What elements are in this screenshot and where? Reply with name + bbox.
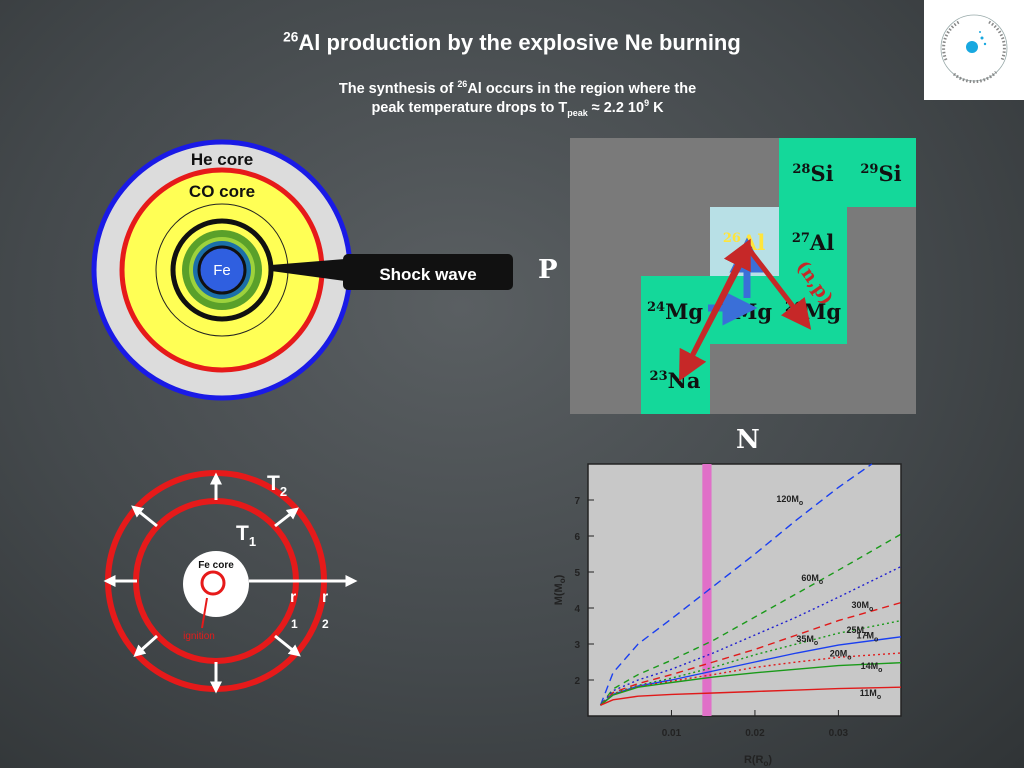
page-title: 26Al production by the explosive Ne burn… <box>0 30 1024 56</box>
cell-si28 <box>779 138 847 207</box>
series-label-14m: 14Mo <box>861 661 883 674</box>
shock-pointer <box>271 259 345 281</box>
y-tick-label: 5 <box>574 568 580 579</box>
mass-radius-chart: 0.01 0.02 0.03 2 3 4 5 6 7 120Mo 60Mo 30Mo 25Mo 35Mo… <box>553 463 902 768</box>
x-tick-label: 0.02 <box>745 728 765 739</box>
series-line-14m <box>600 662 902 706</box>
title-text: Al production by the explosive Ne burnin… <box>298 30 741 55</box>
cell-al27 <box>779 207 847 276</box>
axis-n-label: N <box>736 425 760 455</box>
series-label-20m: 20Mo <box>830 649 852 662</box>
subtitle-line2-middle: ≈ 2.2 10 <box>587 100 645 116</box>
fe-core-label: Fe core <box>198 560 234 571</box>
x-tick-label: 0.01 <box>662 728 682 739</box>
series-label-25m: 25Mo <box>846 625 868 638</box>
r1-sub-label: 1 <box>291 617 298 631</box>
t2-label: T2 <box>267 472 287 499</box>
series-label-35m: 35Mo <box>796 634 818 647</box>
series-lines <box>599 463 902 706</box>
series-line-30m <box>599 565 902 706</box>
ignition-ring <box>200 570 226 596</box>
subtitle-mass-number: 26 <box>457 79 468 90</box>
fe-label: Fe <box>213 262 231 279</box>
axis-ticks: 0.01 0.02 0.03 2 3 4 5 6 7 <box>574 496 848 739</box>
y-tick-label: 7 <box>574 496 580 507</box>
series-labels: 120Mo 60Mo 30Mo 25Mo 35Mo 17Mo 20Mo 14Mo 11Mo <box>776 494 882 701</box>
star-structure-diagram: Fe He core CO core Shock wave <box>91 139 513 401</box>
co-core-label: CO core <box>189 182 255 201</box>
np-arrow-al26-mg26 <box>746 246 812 330</box>
subtitle-line2-prefix: peak temperature drops to T <box>371 100 568 116</box>
subtitle-peak-subscript: peak <box>567 107 588 118</box>
r2-sub-label: 2 <box>322 617 329 631</box>
cell-mg24-label: 24Mg <box>647 299 703 324</box>
r2-label: r <box>322 589 328 606</box>
cell-si28-label: 28Si <box>792 161 833 186</box>
institute-logo <box>924 0 1024 100</box>
fe-core-disk <box>183 551 249 617</box>
ignition-label: ignition <box>183 631 215 642</box>
ignition-pointer <box>201 597 208 629</box>
series-label-11m: 11Mo <box>860 688 881 701</box>
shock-wave-label: Shock wave <box>379 265 476 284</box>
shock-wave-box <box>343 254 513 290</box>
nuclide-chart: 28Si 29Si 26Al 27Al 24Mg 25Mg 26Mg 23Na … <box>570 138 916 414</box>
x-tick-label: 0.03 <box>829 728 849 739</box>
y-axis-label: M(Mo) <box>553 574 567 605</box>
r1-label: r <box>290 589 296 606</box>
subtitle-line2-suffix: K <box>649 100 664 116</box>
t1-label: T1 <box>236 522 256 549</box>
series-label-30m: 30Mo <box>851 600 873 613</box>
axis-p-label: P <box>538 255 558 285</box>
he-core-label: He core <box>191 150 253 169</box>
logo-seal-icon <box>940 14 1008 84</box>
series-line-25m <box>600 601 902 706</box>
series-label-120m: 120Mo <box>776 494 803 507</box>
y-tick-label: 4 <box>574 604 580 615</box>
y-tick-label: 6 <box>574 532 580 543</box>
y-tick-label: 3 <box>574 640 580 651</box>
subtitle: The synthesis of 26Al occurs in the regi… <box>250 80 785 118</box>
highlight-band <box>702 464 712 716</box>
x-axis-label: R(Ro) <box>744 754 772 768</box>
shock-expansion-diagram: Fe core ignition T2 T1 r 1 r 2 <box>103 470 358 694</box>
subtitle-part1: The synthesis of <box>338 81 458 97</box>
series-line-11m <box>600 686 902 706</box>
series-label-60m: 60Mo <box>801 573 823 586</box>
cell-al27-label: 27Al <box>792 230 834 255</box>
title-mass-number: 26 <box>283 29 299 45</box>
subtitle-part2: Al occurs in the region where the <box>467 81 697 97</box>
radial-arrows <box>103 472 358 694</box>
cell-si29 <box>847 138 916 207</box>
series-label-17m: 17Mo <box>856 631 878 644</box>
subtitle-exponent: 9 <box>644 98 650 109</box>
cell-mg24 <box>641 276 710 344</box>
y-tick-label: 2 <box>574 676 580 687</box>
cell-si29-label: 29Si <box>860 161 901 186</box>
fe-core <box>197 245 247 295</box>
arrow-na23-al26 <box>679 238 751 378</box>
